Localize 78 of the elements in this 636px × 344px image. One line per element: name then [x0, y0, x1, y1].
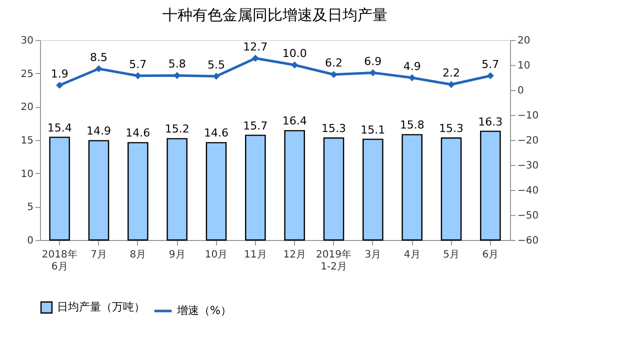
bar: [440, 137, 462, 241]
bar: [402, 134, 422, 241]
data-label: 14.9: [86, 124, 111, 138]
y2-tick-label: −50: [518, 210, 539, 222]
x-tick-label: 5月: [443, 250, 460, 260]
x-tick-label: 3月: [364, 250, 382, 260]
data-label: 5.7: [129, 58, 147, 71]
data-label: 5.8: [168, 58, 186, 70]
legend-label: 增速（%）: [176, 304, 232, 317]
x-tick-label: 4月: [404, 250, 420, 260]
point: [212, 72, 220, 80]
x-tick-label: 6月: [482, 250, 499, 260]
bar: [323, 137, 344, 241]
data-label: 8.5: [90, 50, 108, 64]
bar: [480, 130, 501, 241]
bar: [88, 140, 110, 241]
data-label: 12.7: [243, 40, 268, 54]
y2-tick-label: 0: [518, 86, 524, 96]
point: [134, 72, 142, 80]
y2-tick-label: −40: [518, 186, 539, 196]
legend-label: 日均产量（万吨）: [57, 300, 145, 314]
y-tick-label: 25: [20, 68, 34, 80]
y2-tick-label: −60: [518, 236, 539, 246]
data-label: 5.7: [482, 58, 500, 71]
data-label: 16.4: [282, 114, 307, 128]
point: [56, 82, 64, 89]
x-tick-label: 8月: [130, 250, 146, 260]
data-label: 4.9: [403, 60, 421, 73]
y-tick-label: 5: [27, 202, 34, 214]
point: [369, 69, 376, 76]
data-label: 14.6: [204, 126, 228, 140]
point: [95, 65, 102, 72]
y-tick-label: 20: [20, 102, 34, 114]
point: [448, 80, 455, 88]
y2-tick-label: 10: [518, 60, 530, 72]
data-label: 16.3: [478, 115, 503, 128]
bar: [284, 130, 305, 241]
data-label: 1.9: [50, 67, 68, 80]
x-tick-label: 10月: [204, 250, 228, 260]
x-tick-label: 2018年 6月: [42, 248, 78, 272]
x-tick-label: 2019年 1-2月: [316, 248, 352, 272]
bar: [128, 142, 148, 241]
data-label: 14.6: [126, 126, 150, 140]
data-label: 15.3: [322, 122, 346, 135]
chart-title: 十种有色金属同比增速及日均产量: [162, 6, 388, 24]
x-tick-label: 12月: [283, 250, 306, 260]
x-tick-label: 9月: [168, 250, 186, 260]
bar: [49, 136, 70, 241]
data-label: 2.2: [442, 66, 460, 80]
bar: [362, 138, 384, 241]
y2-tick-label: −20: [518, 136, 539, 146]
x-tick-label: 7月: [90, 250, 107, 260]
data-label: 15.7: [243, 119, 268, 132]
bar: [206, 142, 227, 241]
data-label: 15.8: [400, 118, 424, 132]
data-label: 15.1: [360, 123, 386, 136]
point: [486, 72, 494, 80]
data-label: 15.4: [47, 121, 72, 134]
bar: [245, 134, 266, 241]
y2-tick-label: 20: [518, 36, 530, 46]
data-label: 10.0: [282, 47, 307, 60]
y2-tick-label: −30: [518, 160, 539, 172]
data-label: 5.5: [208, 58, 225, 72]
y-tick-label: 0: [27, 236, 34, 246]
point: [291, 61, 298, 69]
point: [252, 54, 259, 62]
x-tick-label: 11月: [244, 250, 267, 260]
y-tick-label: 10: [20, 168, 34, 180]
point: [330, 70, 338, 78]
data-label: 6.9: [364, 54, 382, 68]
data-label: 6.2: [325, 56, 342, 70]
bar: [166, 138, 188, 241]
y-tick-label: 30: [20, 36, 34, 46]
data-label: 15.2: [164, 122, 190, 136]
y-tick-label: 15: [20, 136, 34, 146]
point: [408, 74, 416, 82]
data-label: 15.3: [439, 122, 464, 135]
y2-tick-label: −10: [518, 110, 539, 122]
